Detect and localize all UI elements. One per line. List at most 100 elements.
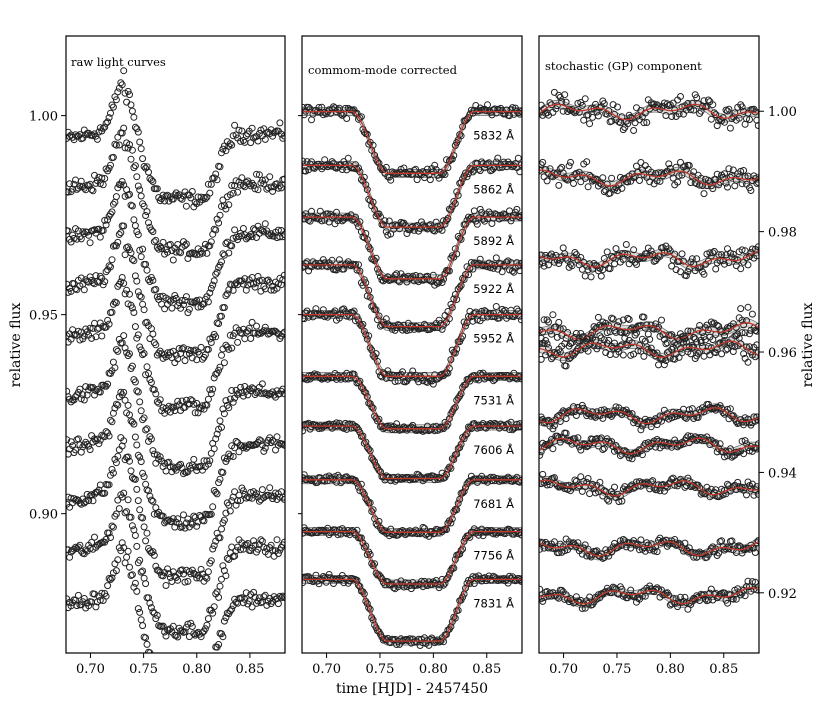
data-point [257, 599, 265, 607]
data-point [460, 537, 468, 545]
data-point [166, 685, 172, 691]
data-point [647, 247, 655, 255]
data-point [117, 79, 125, 87]
data-point [253, 170, 260, 178]
data-point [377, 468, 384, 476]
data-point [583, 158, 591, 166]
data-point [215, 479, 223, 487]
light-curve-7 [302, 418, 522, 485]
data-point [191, 570, 199, 578]
data-point [133, 334, 141, 342]
data-point [77, 235, 85, 243]
data-point [117, 181, 125, 189]
light-curve-9 [539, 534, 759, 562]
wavelength-label: 5832 Å [473, 128, 514, 143]
data-point [722, 251, 730, 259]
data-point [101, 278, 109, 286]
data-point [254, 137, 262, 145]
data-point [279, 592, 285, 600]
data-point [572, 412, 580, 419]
data-point [145, 648, 152, 653]
data-point [95, 440, 103, 448]
data-point [678, 171, 686, 179]
data-point [555, 318, 563, 326]
data-point [187, 619, 195, 627]
data-point [728, 115, 736, 123]
data-point [737, 167, 745, 175]
data-point [489, 530, 497, 538]
data-point [117, 229, 125, 237]
data-point [634, 112, 642, 120]
data-point [753, 586, 759, 594]
data-point [142, 580, 150, 588]
data-point [543, 340, 551, 348]
data-point [374, 158, 381, 166]
data-point [658, 316, 665, 324]
data-point [539, 451, 544, 459]
data-point [584, 442, 592, 450]
data-point [697, 107, 705, 115]
data-point [86, 324, 94, 332]
data-point [220, 516, 228, 524]
data-point [685, 406, 693, 414]
data-point [140, 306, 148, 314]
data-point [174, 355, 182, 363]
data-point [562, 362, 570, 370]
data-point [238, 389, 246, 397]
data-point [235, 448, 243, 456]
model-curve [539, 479, 759, 497]
data-point [570, 180, 577, 187]
data-point [226, 140, 234, 148]
data-point [133, 173, 141, 181]
data-point [382, 315, 390, 323]
data-point [393, 270, 401, 278]
data-point [207, 390, 215, 398]
data-point [507, 418, 515, 426]
data-point [216, 363, 224, 371]
data-point [101, 489, 109, 497]
data-point [107, 161, 114, 169]
data-point [118, 178, 126, 185]
data-point [140, 202, 148, 210]
light-curve-10 [539, 577, 759, 613]
data-point [232, 501, 240, 509]
data-point [545, 261, 552, 269]
data-point [675, 172, 683, 180]
data-point [188, 249, 196, 257]
data-point [553, 333, 561, 341]
data-point [130, 583, 138, 591]
data-point [124, 144, 132, 152]
data-point [143, 640, 151, 648]
y-tick-label: 0.95 [29, 309, 58, 324]
data-point [128, 256, 136, 263]
x-tick-label: 0.70 [76, 662, 105, 677]
data-point [169, 568, 177, 576]
data-point [203, 621, 211, 629]
data-point [210, 277, 218, 285]
data-point [658, 417, 665, 425]
data-point [489, 309, 497, 317]
data-point [280, 538, 285, 546]
data-point [462, 271, 469, 278]
data-point [161, 197, 169, 205]
data-point [606, 411, 614, 419]
data-point [754, 243, 759, 251]
data-point [193, 297, 201, 304]
data-point [219, 469, 227, 476]
light-curve-6 [539, 400, 759, 434]
data-point [145, 168, 152, 176]
data-point [586, 490, 594, 498]
data-point [184, 577, 192, 585]
data-point [234, 338, 242, 346]
data-point [225, 201, 233, 209]
data-point [729, 166, 737, 174]
data-point [627, 544, 635, 552]
data-point [131, 222, 139, 230]
data-point [89, 187, 97, 195]
data-point [709, 336, 717, 344]
data-point [70, 545, 78, 553]
data-point [251, 185, 259, 193]
light-curve-4 [302, 254, 522, 334]
data-point [216, 211, 224, 219]
light-curve-9 [302, 524, 522, 593]
